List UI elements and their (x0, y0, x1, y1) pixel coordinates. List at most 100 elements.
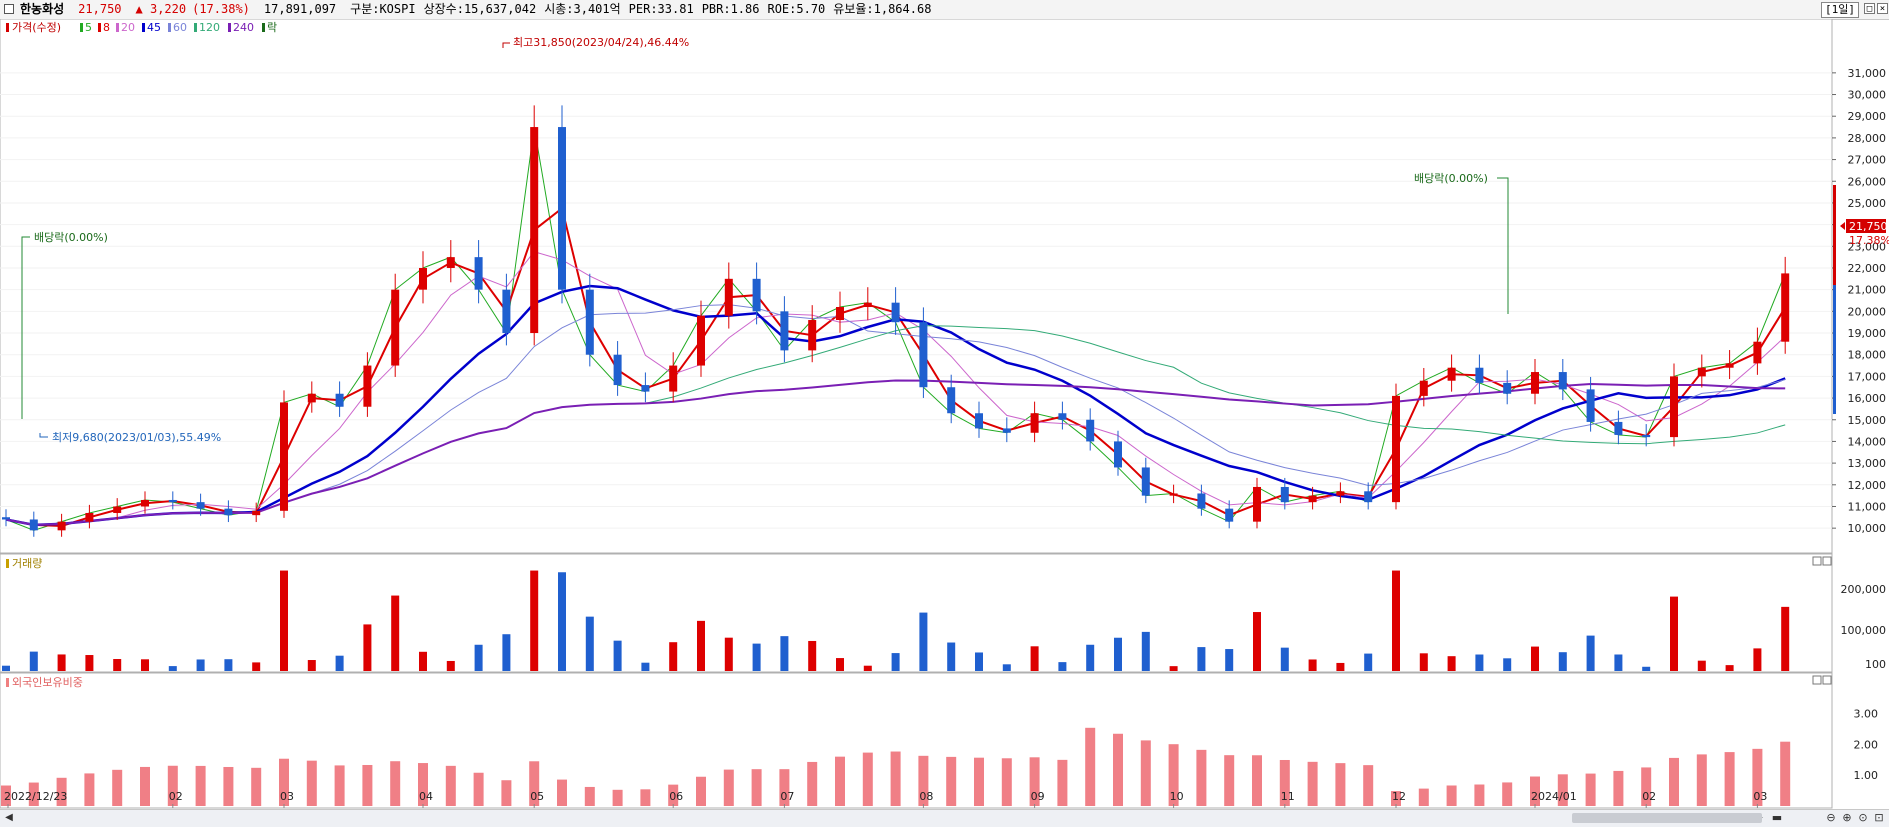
volume-panel-buttons[interactable] (1812, 556, 1832, 566)
candle-body (196, 502, 205, 509)
volume-bar (141, 659, 149, 671)
foreign-bar (167, 765, 178, 806)
ma-legend-label-3: 45 (147, 21, 161, 34)
x-tick-label: 10 (1170, 790, 1184, 803)
volume-bar (252, 662, 261, 671)
candle-body (57, 521, 66, 531)
volume-bar (419, 651, 427, 671)
foreign-bar (1530, 776, 1540, 806)
foreign-bar (1613, 770, 1624, 806)
foreign-bar (1085, 727, 1096, 806)
volume-bar (474, 644, 483, 671)
volume-bar (113, 659, 122, 671)
x-tick-label: 2024/01 (1531, 790, 1577, 803)
foreign-panel-buttons[interactable] (1812, 675, 1832, 685)
candle-body (1670, 376, 1678, 438)
zoom-out-icon[interactable]: ⊖ (1826, 811, 1836, 824)
foreign-bar (1696, 754, 1707, 806)
foreign-bar (473, 772, 484, 806)
volume-bar (196, 659, 205, 671)
volume-bar (1670, 596, 1678, 671)
price-tick-label: 30,000 (1848, 89, 1887, 102)
candle-body (558, 127, 566, 290)
volume-bar (530, 570, 539, 671)
zoom-fit-icon[interactable]: ⊡ (1874, 811, 1884, 824)
foreign-bar (974, 757, 984, 806)
foreign-bar (1224, 755, 1235, 806)
volume-bar (947, 642, 956, 671)
candle-body (724, 278, 733, 316)
ex-legend-label: 락 (267, 21, 277, 34)
price-legend: 가격(수정) 5 8 20 45 60 120 240 락 (6, 21, 277, 34)
ma-legend-label-4: 60 (173, 21, 187, 34)
foreign-bar (640, 789, 651, 806)
select-checkbox[interactable] (4, 4, 14, 14)
x-tick-label: 04 (419, 790, 433, 803)
candle-body (836, 307, 844, 321)
price-tick-label: 19,000 (1848, 327, 1887, 340)
pbr-value: PBR:1.86 (701, 2, 760, 16)
maximize-icon[interactable]: □ (1864, 3, 1875, 14)
foreign-bar (1196, 749, 1207, 806)
foreign-bar (306, 760, 317, 806)
period-selector[interactable]: [1일] (1821, 2, 1859, 18)
candle-body (613, 354, 622, 386)
volume-panel (0, 553, 1833, 673)
foreign-bar (1641, 767, 1652, 806)
volume-bar (724, 637, 733, 671)
zoom-in-icon[interactable]: ⊕ (1842, 811, 1852, 824)
price-tick-label: 12,000 (1848, 479, 1887, 492)
current-price: 21,750 (78, 2, 122, 16)
market-type: 구분:KOSPI (350, 2, 416, 16)
stock-chart[interactable]: 10,000 11,000 12,000 13,000 14,000 15,000 16,0… (0, 19, 1889, 809)
candle-body (391, 289, 400, 366)
foreign-tick-label: 3.00 (1854, 708, 1879, 721)
legend-price-label: 가격(수정) (12, 21, 61, 34)
foreign-bar (334, 765, 345, 806)
volume-bar (307, 660, 316, 671)
foreign-bar (1474, 784, 1485, 806)
volume-bar (975, 652, 983, 671)
foreign-bar (1279, 759, 1290, 806)
candle-body (585, 289, 594, 355)
close-icon[interactable]: × (1877, 3, 1888, 14)
zoom-reset-icon[interactable]: ⊙ (1858, 811, 1868, 824)
candle-body (1503, 382, 1512, 394)
current-price-tag: 21,750 (1849, 220, 1888, 233)
stock-name: 한농화성 (20, 2, 65, 16)
foreign-bar (1557, 774, 1568, 806)
foreign-bar (1335, 763, 1346, 806)
x-tick-label: 08 (919, 790, 933, 803)
volume-bar (224, 659, 233, 671)
volume-bar (1475, 654, 1484, 671)
volume-bar (1558, 652, 1567, 671)
foreign-bar (1418, 788, 1429, 806)
price-tick-label: 29,000 (1848, 110, 1887, 123)
foreign-bar (1168, 744, 1179, 806)
x-tick-label: 02 (169, 790, 183, 803)
candle-body (335, 393, 344, 407)
candle-body (891, 302, 900, 323)
volume-bar (1197, 647, 1206, 671)
volume-bar (1253, 612, 1261, 671)
candle-body (863, 302, 872, 308)
candle-body (1558, 372, 1567, 390)
candle-body (1336, 491, 1345, 496)
x-tick-label: 2022/12/23 (4, 790, 67, 803)
volume-bar (808, 640, 817, 671)
scroll-bar[interactable]: ◀ ▶ ▬ ⊖ ⊕ ⊙ ⊡ (0, 809, 1889, 827)
price-tick-label: 16,000 (1848, 392, 1887, 405)
ma-legend-swatch (116, 23, 119, 32)
scroll-left-icon[interactable]: ◀ (5, 812, 13, 823)
volume-bar (1058, 662, 1067, 671)
foreign-bar (723, 769, 734, 806)
low-label: 최저9,680(2023/01/03),55.49% (52, 431, 221, 444)
zoom-slider-icon[interactable]: ▬ (1771, 811, 1783, 824)
candle-body (919, 322, 928, 388)
candle-body (1725, 363, 1734, 368)
foreign-bar (1585, 773, 1596, 806)
candle-body (975, 413, 983, 429)
scroll-thumb[interactable] (1572, 813, 1762, 823)
foreign-bar (529, 761, 540, 806)
volume-bar (1114, 637, 1122, 671)
